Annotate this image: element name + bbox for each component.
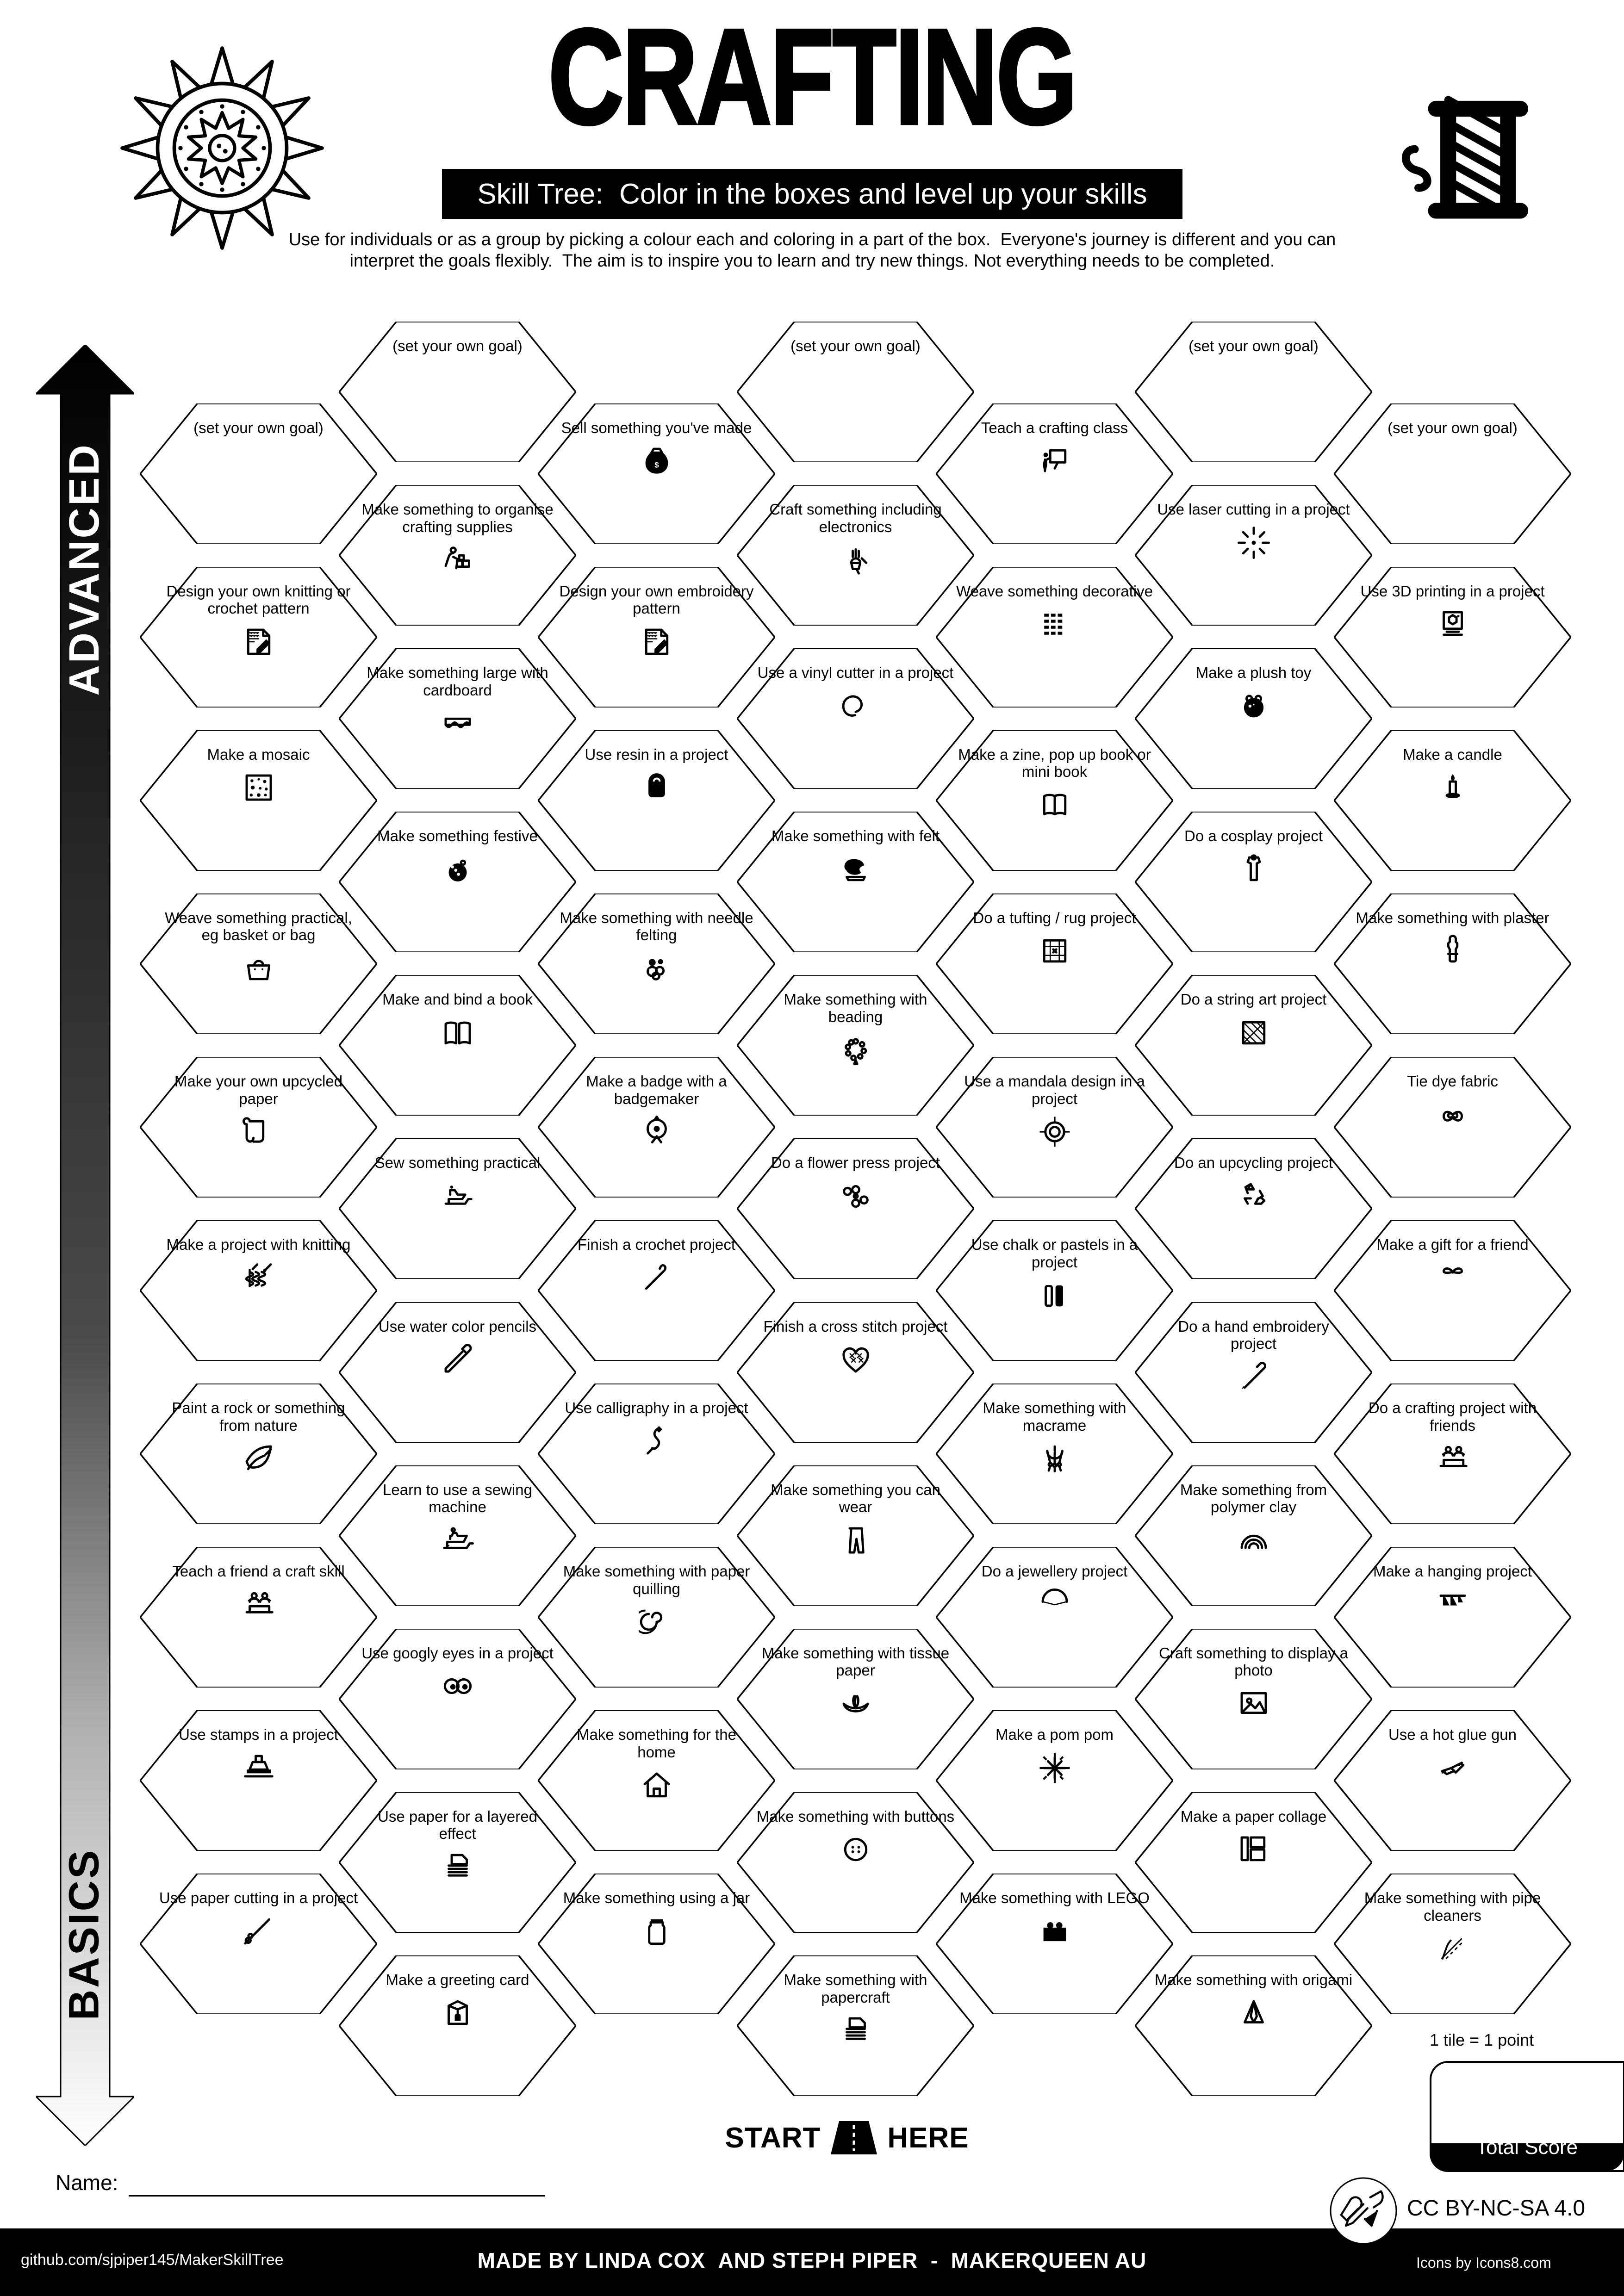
svg-text:$: $ xyxy=(654,461,659,470)
